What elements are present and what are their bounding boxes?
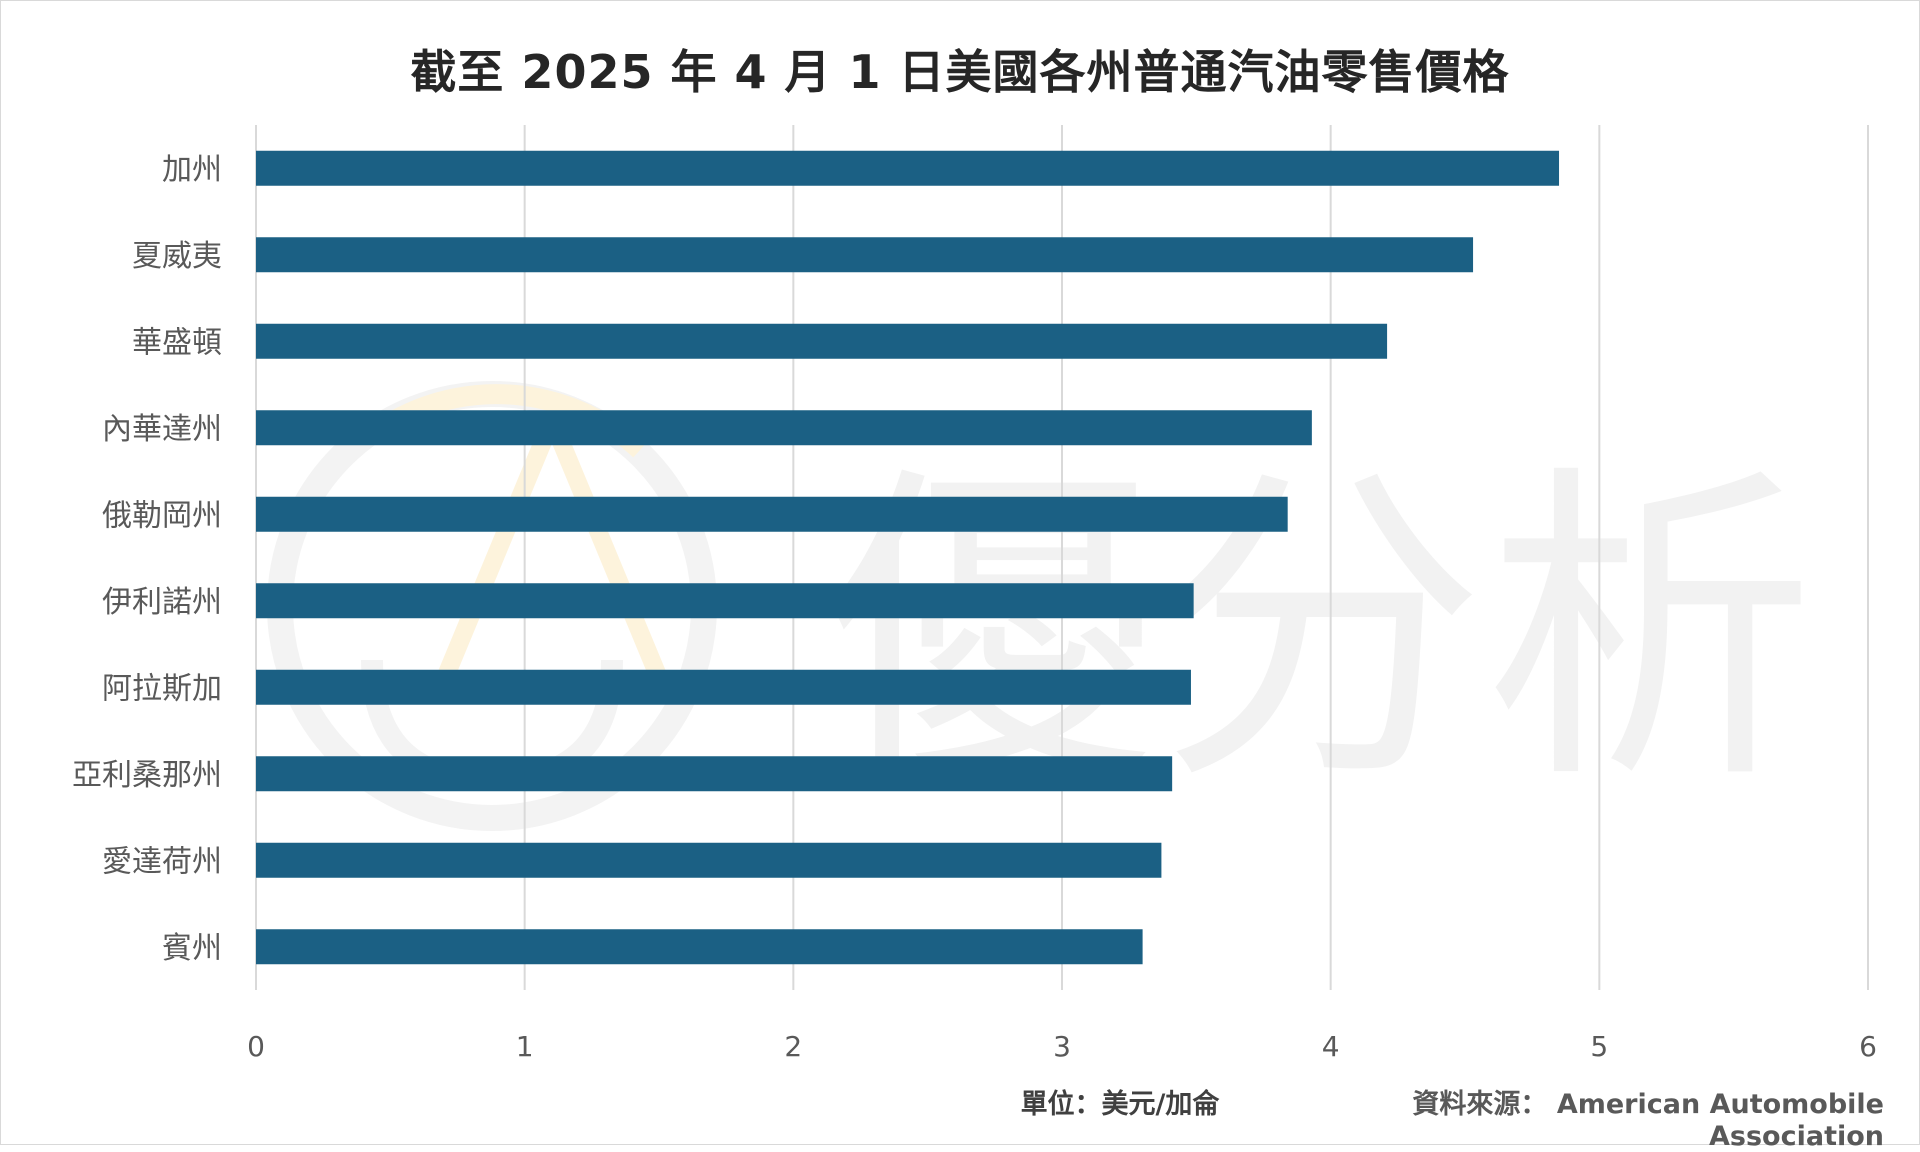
bar — [256, 496, 1288, 532]
x-tick-label: 6 — [1859, 1030, 1877, 1063]
y-category-label: 華盛頓 — [132, 325, 222, 360]
x-axis-labels: 0 1 2 3 4 5 6 — [247, 1030, 1877, 1063]
bar — [256, 237, 1474, 273]
x-tick-label: 2 — [784, 1030, 802, 1063]
y-category-label: 俄勒岡州 — [102, 498, 222, 533]
y-category-label: 阿拉斯加 — [102, 671, 222, 706]
bar — [256, 323, 1388, 359]
source-label: 資料來源： American Automobile Association — [1412, 1089, 1884, 1152]
y-category-label: 賓州 — [162, 931, 222, 966]
unit-label: 單位：美元/加侖 — [1020, 1089, 1220, 1120]
y-category-label: 夏威夷 — [132, 239, 222, 274]
bar — [256, 929, 1143, 965]
x-tick-label: 4 — [1322, 1030, 1340, 1063]
bar — [256, 583, 1194, 619]
chart-title: 截至 2025 年 4 月 1 日美國各州普通汽油零售價格 — [410, 45, 1510, 99]
bar — [256, 756, 1173, 792]
x-tick-label: 3 — [1053, 1030, 1071, 1063]
y-category-label: 伊利諾州 — [102, 585, 222, 620]
bars — [256, 150, 1560, 965]
bar — [256, 410, 1312, 446]
x-tick-label: 0 — [247, 1030, 265, 1063]
y-category-label: 內華達州 — [102, 412, 222, 447]
bar — [256, 842, 1162, 878]
bar — [256, 669, 1191, 705]
y-category-label: 加州 — [162, 152, 222, 187]
y-category-label: 愛達荷州 — [102, 844, 222, 879]
x-tick-label: 5 — [1590, 1030, 1608, 1063]
y-category-label: 亞利桑那州 — [72, 758, 222, 793]
x-tick-label: 1 — [516, 1030, 534, 1063]
bar — [256, 150, 1560, 186]
